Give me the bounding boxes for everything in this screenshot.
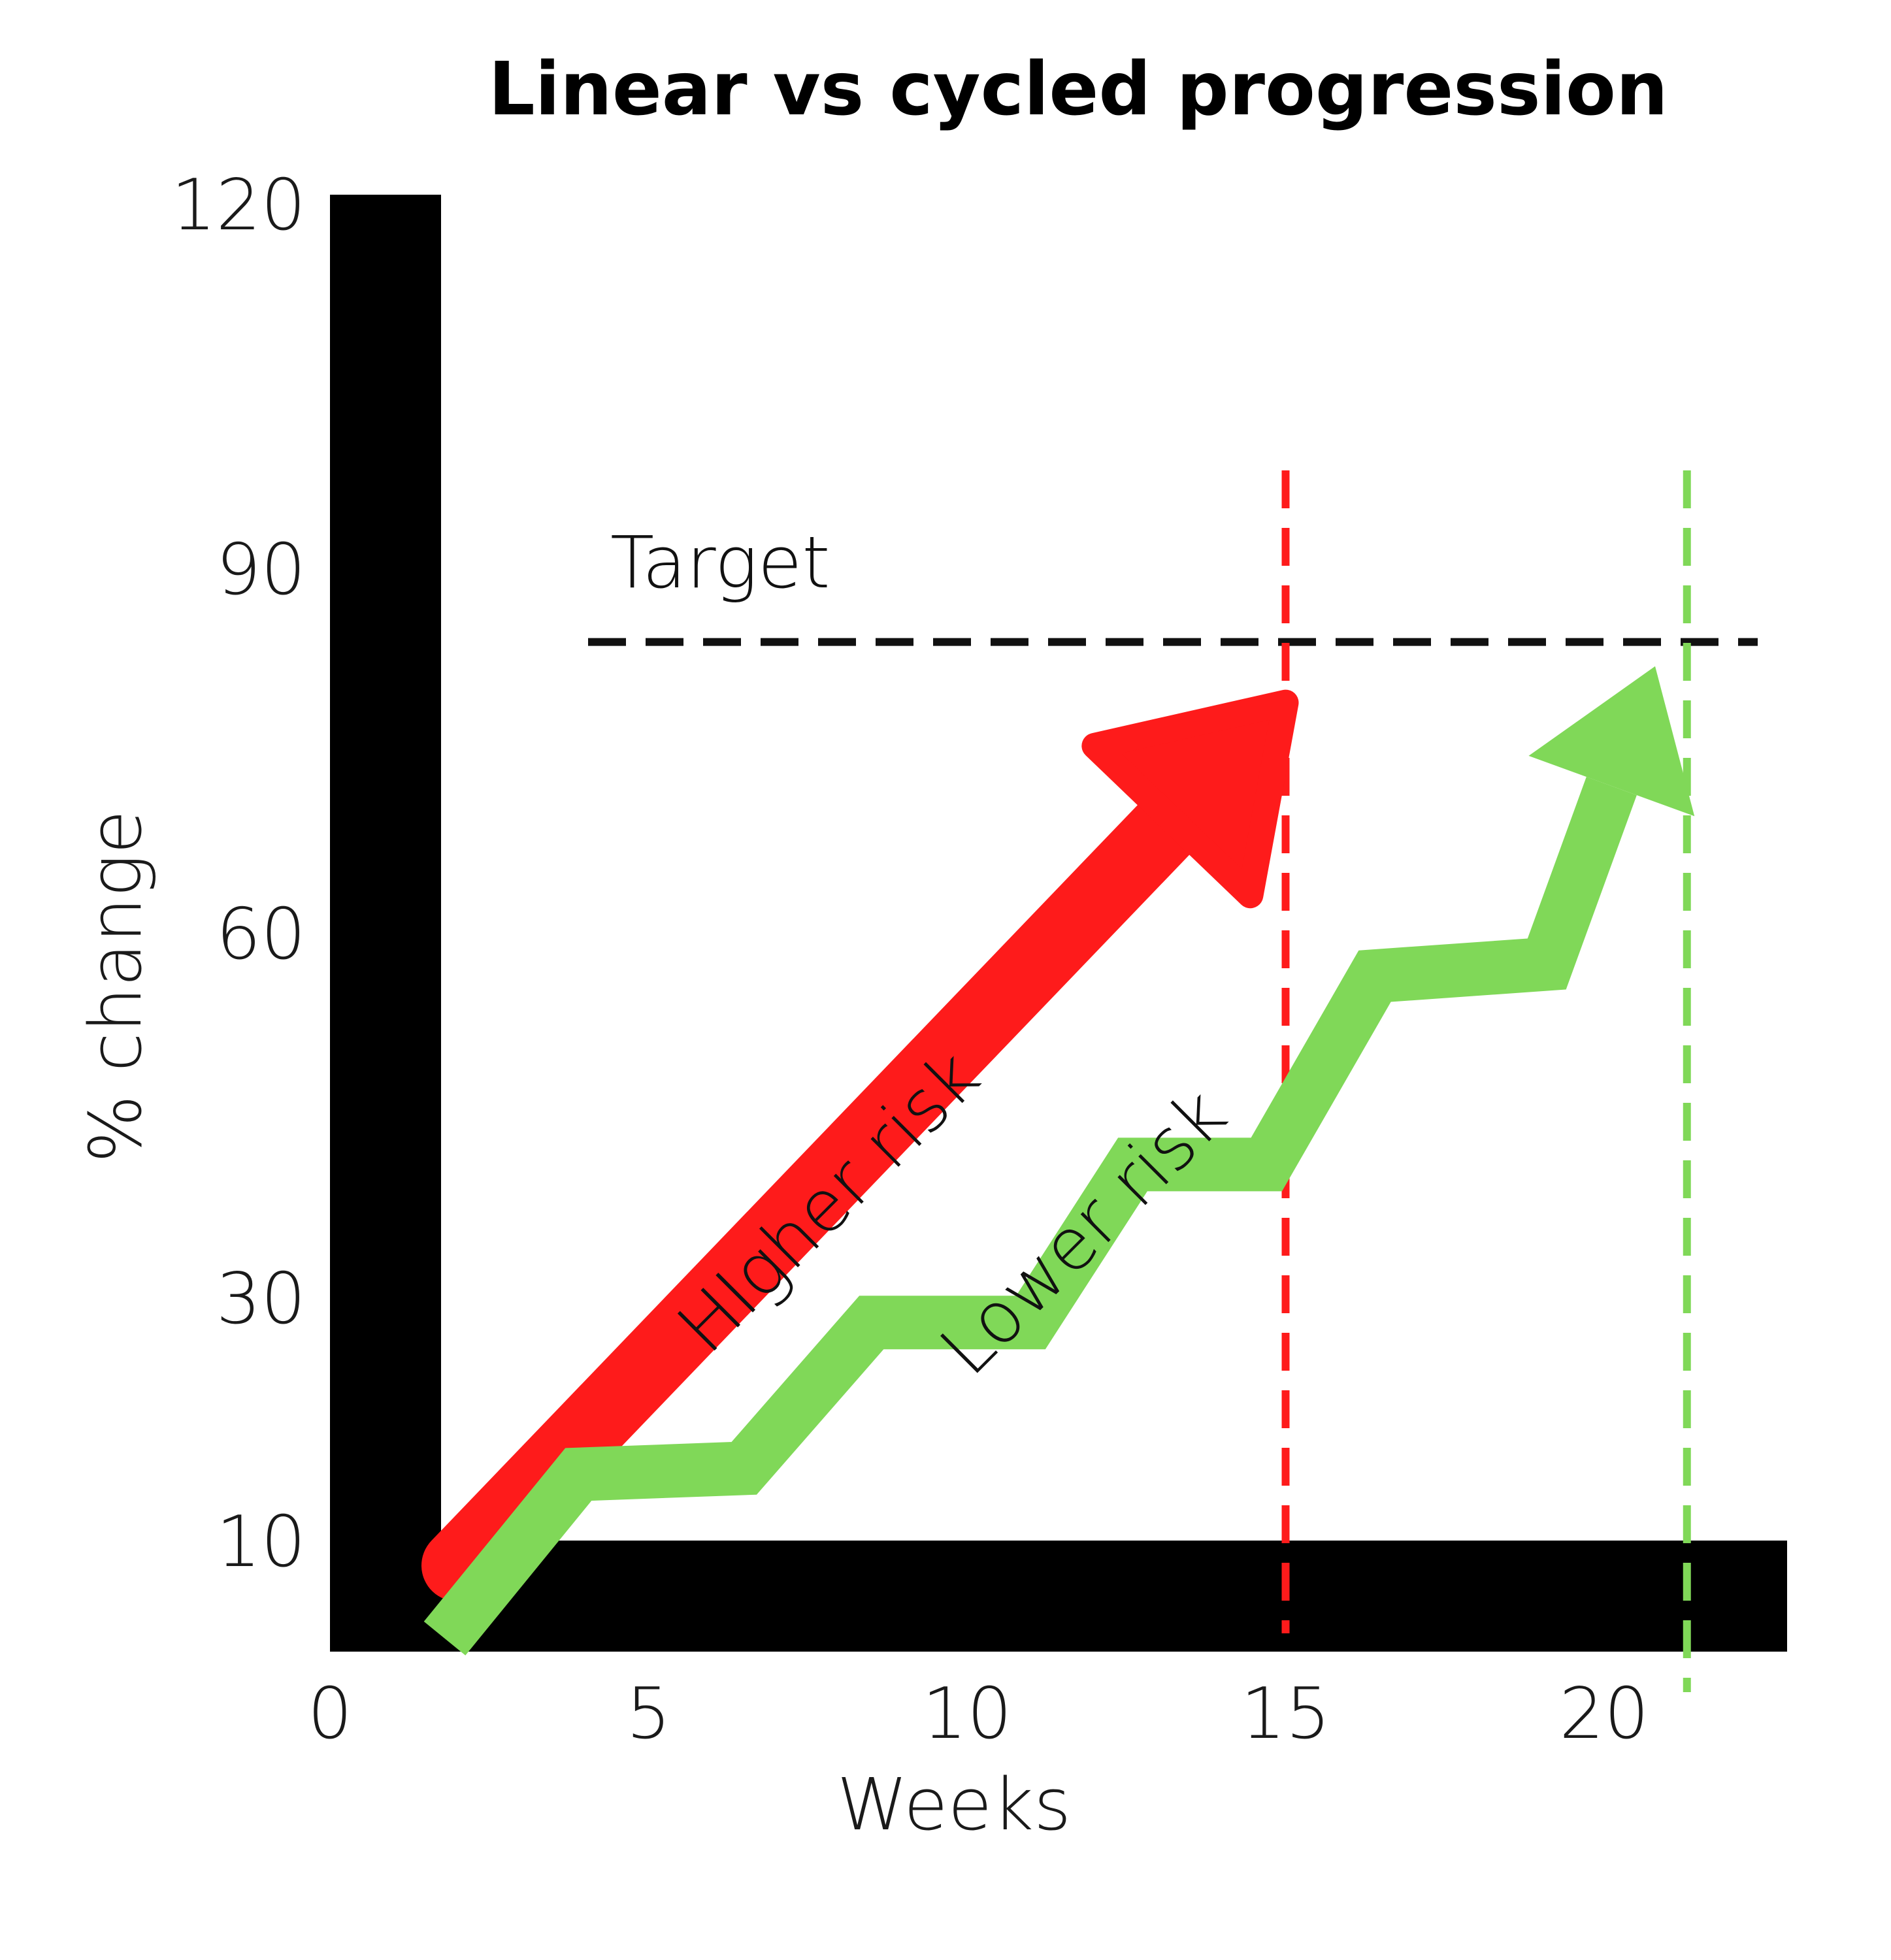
chart-title: Linear vs cycled progression <box>488 47 1668 132</box>
annotation-0: Target <box>610 521 830 604</box>
y-tick-label-0: 10 <box>216 1501 306 1583</box>
annotation-2: Lower risk <box>924 1073 1242 1391</box>
series-green-arrow-shaft <box>423 777 1637 1656</box>
y-tick-label-2: 60 <box>216 894 306 975</box>
x-tick-label-4: 20 <box>1559 1673 1649 1755</box>
series-layer <box>421 666 1695 1656</box>
x-tick-label-2: 10 <box>922 1673 1011 1755</box>
x-tick-label-1: 5 <box>626 1673 671 1755</box>
y-axis-ticks: 10 30 60 90 120 <box>171 165 306 1583</box>
y-tick-label-1: 30 <box>216 1258 306 1340</box>
y-axis-label: % change <box>74 810 157 1164</box>
series-red-arrow-shaft <box>421 784 1209 1602</box>
series-green-arrow-head <box>1528 666 1695 817</box>
reference-lines <box>588 470 1758 1692</box>
x-axis-label: Weeks <box>837 1763 1072 1846</box>
x-tick-label-3: 15 <box>1241 1673 1330 1755</box>
y-tick-label-3: 90 <box>216 529 306 611</box>
y-tick-label-4: 120 <box>171 165 306 246</box>
x-axis-ticks: 0 5 10 15 20 <box>308 1673 1649 1755</box>
series-red-arrow-head <box>1081 689 1299 909</box>
y-axis-bar <box>330 195 441 1652</box>
x-tick-label-0: 0 <box>308 1673 353 1755</box>
x-axis-bar <box>330 1541 1787 1652</box>
